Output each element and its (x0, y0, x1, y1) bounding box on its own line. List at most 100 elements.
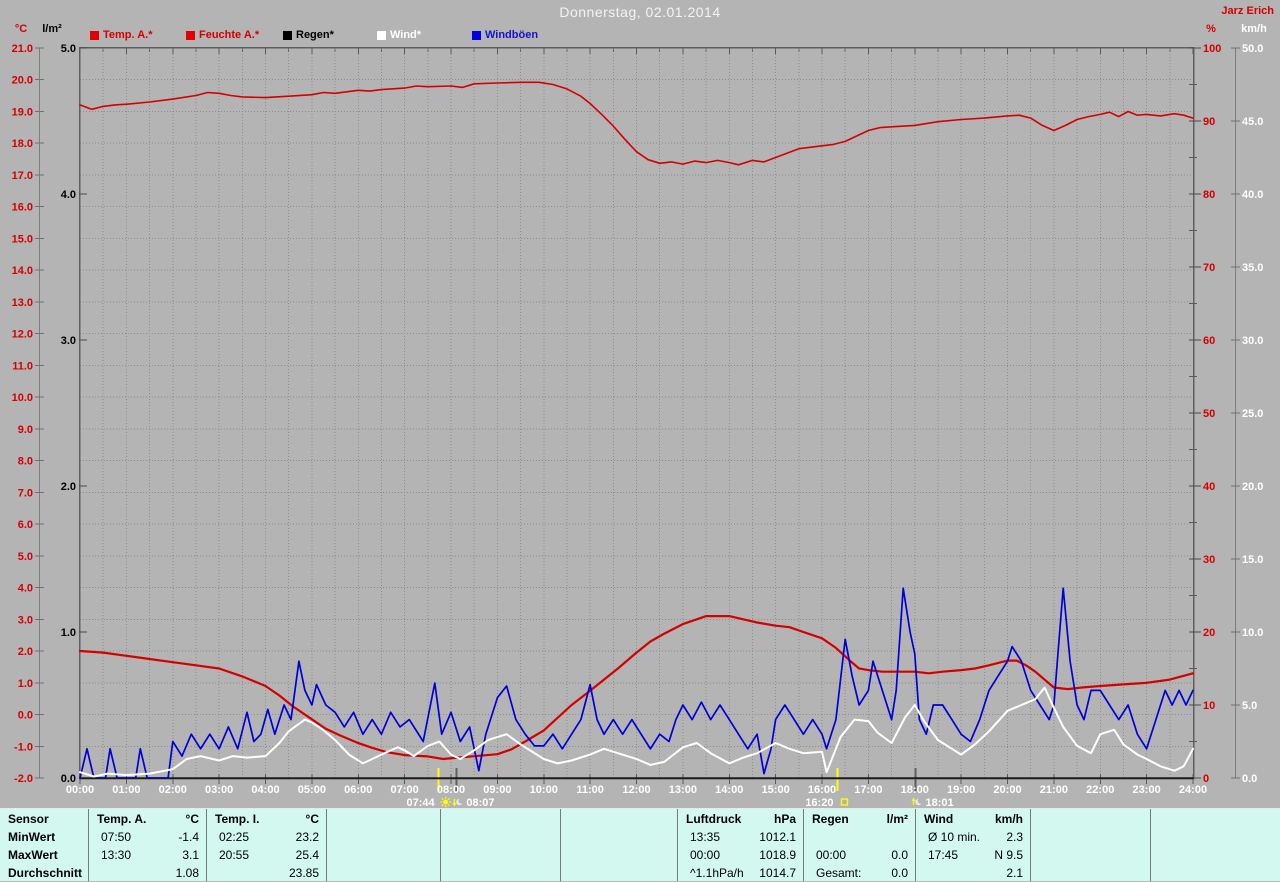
svg-text:03:00: 03:00 (205, 784, 233, 796)
stats-cell-time: 07:50 (101, 830, 132, 844)
stats-cell-time (207, 864, 219, 882)
svg-text:0: 0 (1203, 773, 1209, 785)
stats-value-row (1151, 846, 1280, 864)
stats-value-row: 13:30 3.1 (89, 846, 206, 864)
stats-header-row (327, 809, 440, 828)
stats-cell-time (1151, 828, 1163, 846)
stats-cell-value: 1018.9 (759, 848, 796, 862)
stats-cell-time: 13:35 (690, 830, 721, 844)
stats-value-row (441, 864, 560, 882)
stats-value-row (1151, 864, 1280, 882)
stats-cell-value (553, 828, 560, 846)
stats-cell-value (553, 864, 560, 882)
stats-column-spacer-2 (440, 809, 560, 881)
stats-header-row: Luftdruck hPa (678, 809, 803, 828)
stats-value-row (327, 846, 440, 864)
stats-value-row (1031, 864, 1150, 882)
legend-color-box-icon (186, 31, 195, 40)
stats-column-luftdruck: Luftdruck hPa 13:35 1012.1 00:00 1018.9 ^1.1hP… (677, 809, 803, 881)
stats-column-regen: Regen l/m² 00:00 0.0 Gesamt: 0.0 (803, 809, 915, 881)
svg-text:4.0: 4.0 (18, 583, 33, 595)
stats-value-row: 20:55 25.4 (207, 846, 326, 864)
svg-text:11:00: 11:00 (576, 784, 604, 796)
stats-cell-time (441, 864, 453, 882)
stats-row-label: Durchschnitt (8, 866, 83, 880)
y-axis-wind: 50.0 45.0 40.0 35.0 30.0 25.0 20.0 15.0 10.0 5.0 0… (1231, 43, 1263, 785)
stats-cell-time: 20:55 (219, 848, 250, 862)
gridlines (80, 48, 1193, 778)
svg-text:0.0: 0.0 (61, 773, 76, 785)
stats-cell-time: Gesamt: (816, 866, 862, 880)
stats-cell-value: 1.08 (175, 866, 199, 880)
stats-cell-value (670, 809, 677, 828)
stats-value-row: Ø 10 min. 2.3 (916, 828, 1030, 846)
stats-cell-time: 00:00 (816, 848, 847, 862)
legend-color-box-icon (283, 31, 292, 40)
stats-cell-time (561, 828, 573, 846)
stats-cell-time (561, 846, 573, 864)
svg-text:4.0: 4.0 (61, 189, 76, 201)
legend-label: Temp. A.* (103, 29, 153, 41)
stats-cell-value (670, 864, 677, 882)
svg-text:15.0: 15.0 (1242, 554, 1263, 566)
svg-text:19.0: 19.0 (12, 106, 33, 118)
svg-text:90: 90 (1203, 116, 1215, 128)
svg-text:9.0: 9.0 (18, 424, 33, 436)
stats-value-row: 07:50 -1.4 (89, 828, 206, 846)
stats-cell-time (1151, 864, 1163, 882)
stats-cell-value (1143, 809, 1150, 828)
stats-value-row: 00:00 0.0 (804, 846, 915, 864)
chart-legend: Temp. A.* Feuchte A.* Regen* Wind* Windböen (0, 29, 1280, 45)
svg-text:16:20: 16:20 (805, 797, 833, 809)
stats-row-label: MaxWert (8, 848, 58, 862)
svg-text:15:00: 15:00 (762, 784, 790, 796)
stats-cell-value: 25.4 (295, 848, 319, 862)
svg-text:23:00: 23:00 (1133, 784, 1161, 796)
axis-unit-wind: km/h (1241, 23, 1267, 35)
series-feuchte-a- (79, 81, 1194, 166)
svg-text:35.0: 35.0 (1242, 262, 1263, 274)
stats-row-label: Sensor (8, 812, 49, 826)
page-title: Donnerstag, 02.01.2014 (559, 4, 721, 20)
svg-text:40.0: 40.0 (1242, 189, 1263, 201)
stats-cell-time: 02:25 (219, 830, 250, 844)
stats-cell-value: °C (305, 812, 319, 826)
stats-value-row: 00:00 1018.9 (678, 846, 803, 864)
svg-text:70: 70 (1203, 262, 1215, 274)
svg-text:20.0: 20.0 (12, 75, 33, 87)
stats-cell-value (553, 846, 560, 864)
svg-text:3.0: 3.0 (61, 335, 76, 347)
svg-text:0.0: 0.0 (18, 710, 33, 722)
svg-text:18:00: 18:00 (901, 784, 929, 796)
stats-cell-time (1151, 809, 1159, 828)
svg-text:20:00: 20:00 (993, 784, 1021, 796)
svg-text:07:00: 07:00 (391, 784, 419, 796)
stats-cell-value: 23.2 (295, 830, 319, 844)
svg-text:19:00: 19:00 (947, 784, 975, 796)
stats-cell-value (1273, 846, 1280, 864)
stats-cell-time (441, 828, 453, 846)
svg-text:10: 10 (1203, 700, 1215, 712)
axis-unit-humidity: % (1206, 23, 1216, 35)
axis-unit-temp: °C (14, 23, 28, 35)
svg-text:50.0: 50.0 (1242, 43, 1263, 55)
stats-cell-value: N 9.5 (994, 848, 1023, 862)
svg-text:6.0: 6.0 (18, 519, 33, 531)
sun-icon (440, 796, 451, 808)
stats-cell-value (1143, 864, 1150, 882)
stats-cell-time (1031, 846, 1043, 864)
stats-header-row: Wind km/h (916, 809, 1030, 828)
stats-header-row: Temp. I. °C (207, 809, 326, 828)
stats-cell-time: ^1.1hPa/h (690, 866, 744, 880)
svg-text:10:00: 10:00 (530, 784, 558, 796)
svg-text:16.0: 16.0 (12, 202, 33, 214)
stats-cell-value (433, 846, 440, 864)
svg-text:06:00: 06:00 (344, 784, 372, 796)
svg-text:14.0: 14.0 (12, 265, 33, 277)
svg-text:25.0: 25.0 (1242, 408, 1263, 420)
stats-cell-value: 1014.7 (759, 866, 796, 880)
legend-color-box-icon (377, 31, 386, 40)
stats-cell-value (908, 828, 915, 846)
stats-column-spacer-1 (326, 809, 440, 881)
svg-text:15.0: 15.0 (12, 233, 33, 245)
